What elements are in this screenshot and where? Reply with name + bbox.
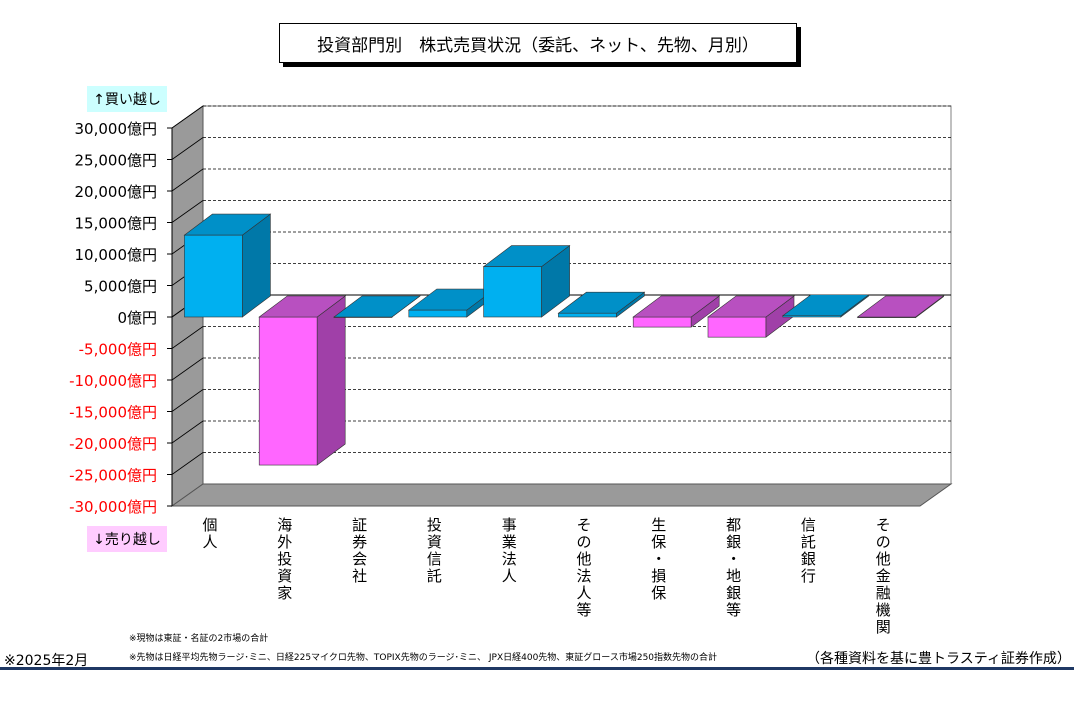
date-label: ※2025年2月 <box>4 653 89 669</box>
y-tick-label: 10,000億円 <box>75 246 158 264</box>
y-tick-label: 5,000億円 <box>84 278 157 296</box>
bar-top <box>856 295 945 318</box>
gridlines <box>167 105 951 507</box>
bar-top <box>632 295 721 318</box>
y-tick-label: -25,000億円 <box>69 467 157 485</box>
bar-side <box>316 295 346 466</box>
bar <box>856 295 945 319</box>
y-tick-label: -5,000億円 <box>79 341 157 359</box>
y-tick-label: 30,000億円 <box>75 120 158 138</box>
x-axis-category-labels: 個人 海外投資家 証券会社 投資信託 事業法人 その他法人等 生保・損保 都銀・地銀等 信託銀行… <box>202 516 890 636</box>
gridline-side <box>171 452 204 475</box>
bar <box>781 294 870 318</box>
y-tick-label: 25,000億円 <box>75 152 158 170</box>
bar-front <box>258 316 318 466</box>
spot-note: ※現物は東証・名証の2市場の合計 <box>129 634 269 644</box>
bar <box>632 295 721 328</box>
x-category-label: その他法人等 <box>576 516 591 619</box>
x-category-label: 事業法人 <box>502 516 517 585</box>
x-category-label: 海外投資家 <box>277 516 292 602</box>
y-tick-label: -20,000億円 <box>69 435 157 453</box>
bar-front <box>707 316 767 338</box>
gridline-side <box>171 200 204 223</box>
futures-note: ※先物は日経平均先物ラージ･ミニ、日経225マイクロ先物、TOPIX先物のラージ… <box>129 653 718 663</box>
bar <box>707 295 795 338</box>
bar <box>557 291 646 318</box>
bar-top <box>482 245 571 267</box>
bar-top <box>183 213 272 236</box>
bar <box>258 295 347 466</box>
x-category-label: その他金融機関 <box>876 516 891 636</box>
bar <box>333 295 421 318</box>
x-category-label: 個人 <box>202 516 217 551</box>
y-tick-label: -10,000億円 <box>69 372 157 390</box>
x-category-label: 都銀・地銀等 <box>726 516 741 619</box>
bar-top <box>707 295 795 318</box>
bar-top <box>333 295 421 318</box>
y-tick-label: -15,000億円 <box>69 404 157 422</box>
y-tick-label: 20,000億円 <box>75 183 158 201</box>
bars <box>183 213 945 466</box>
bar-front <box>184 234 243 318</box>
x-category-label: 生保・損保 <box>651 516 666 602</box>
gridline-side <box>171 326 204 349</box>
bar-front <box>483 266 542 318</box>
bar-front <box>558 312 617 318</box>
gridline-side <box>171 168 204 192</box>
y-tick-label: -30,000億円 <box>69 498 157 516</box>
y-tick-label: 0億円 <box>117 309 157 327</box>
y-axis-tick-labels: 30,000億円 25,000億円 20,000億円 15,000億円 10,000億円… <box>69 120 157 516</box>
bar <box>482 245 571 318</box>
gridline-side <box>171 389 204 412</box>
sell-badge: ↓売り越し <box>87 526 167 552</box>
x-category-label: 証券会社 <box>352 516 367 585</box>
bar-top <box>258 295 347 318</box>
y-tick-label: 15,000億円 <box>75 215 158 233</box>
bar-top <box>781 294 870 317</box>
bar-front <box>408 309 468 318</box>
source-label: （各種資料を基に豊トラスティ証券作成） <box>806 651 1071 667</box>
gridline-side <box>171 105 204 129</box>
gridline-side <box>171 137 204 160</box>
buy-badge: ↑買い越し <box>87 86 167 112</box>
chart-title: 投資部門別 株式売買状況（委託、ネット、先物、月別） <box>279 23 797 63</box>
bar <box>183 213 272 318</box>
footer-divider <box>0 667 1074 670</box>
gridline-side <box>171 357 204 381</box>
bar-front <box>632 316 692 328</box>
gridline-side <box>171 420 204 444</box>
x-category-label: 信託銀行 <box>801 516 816 585</box>
bar-top <box>557 291 646 314</box>
x-category-label: 投資信託 <box>427 516 442 585</box>
